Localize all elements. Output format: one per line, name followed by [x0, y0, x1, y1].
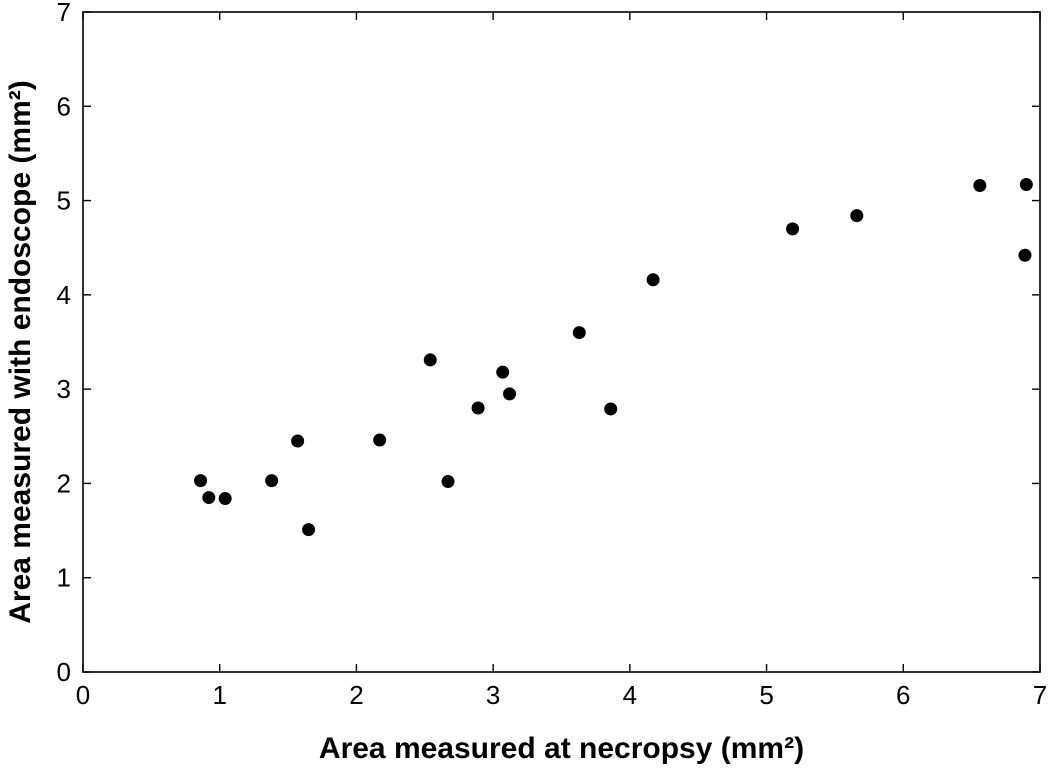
data-point	[202, 491, 216, 505]
data-point	[302, 523, 316, 537]
y-tick-label: 0	[57, 657, 71, 687]
data-point	[973, 178, 987, 192]
data-point	[850, 209, 864, 223]
y-axis-title: Area measured with endoscope (mm²)	[4, 80, 37, 623]
data-point	[503, 387, 517, 401]
data-point	[786, 222, 800, 236]
x-axis-title: Area measured at necropsy (mm²)	[319, 732, 804, 765]
data-point	[471, 401, 485, 415]
data-point	[604, 402, 618, 416]
y-tick-label: 5	[57, 186, 71, 216]
data-point	[373, 433, 387, 447]
tick-labels: 0 1 2 3 4 5 6 7 0 1 2 3 4 5 6 7	[57, 0, 1048, 710]
y-tick-label: 2	[57, 468, 71, 498]
data-point	[265, 474, 279, 488]
data-points	[194, 178, 1033, 537]
x-tick-label: 6	[896, 680, 910, 710]
data-point	[218, 492, 232, 506]
data-point	[291, 434, 305, 448]
data-point	[572, 326, 586, 340]
data-point	[1019, 178, 1033, 192]
data-point	[423, 353, 437, 367]
x-tick-label: 2	[349, 680, 363, 710]
x-tick-label: 7	[1033, 680, 1047, 710]
plot-area-frame	[82, 11, 1041, 673]
y-tick-label: 1	[57, 563, 71, 593]
y-tick-label: 7	[57, 0, 71, 27]
y-tick-label: 6	[57, 91, 71, 121]
data-point	[496, 365, 510, 379]
y-tick-label: 3	[57, 374, 71, 404]
data-point	[646, 273, 660, 287]
x-tick-label: 3	[486, 680, 500, 710]
x-tick-label: 5	[759, 680, 773, 710]
y-tick-label: 4	[57, 280, 71, 310]
data-point	[194, 474, 208, 488]
x-tick-label: 0	[76, 680, 90, 710]
data-point	[441, 475, 455, 489]
x-tick-label: 4	[623, 680, 637, 710]
data-point	[1018, 248, 1032, 262]
x-tick-label: 1	[212, 680, 226, 710]
